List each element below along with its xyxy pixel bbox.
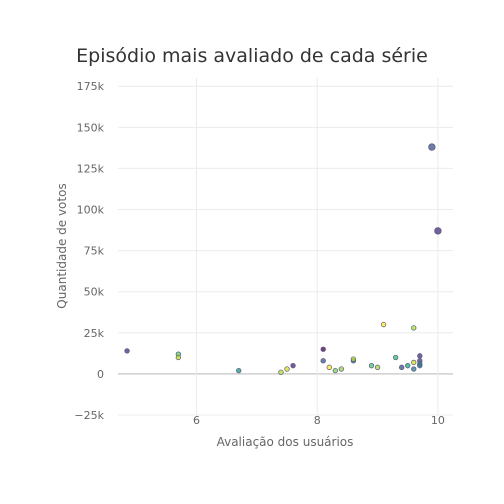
data-point[interactable] <box>175 354 182 361</box>
data-point[interactable] <box>417 353 423 359</box>
data-point[interactable] <box>380 321 387 328</box>
data-point[interactable] <box>236 367 242 374</box>
data-points[interactable] <box>124 143 442 375</box>
x-tick-label: 6 <box>193 414 200 427</box>
y-axis-title: Quantidade de votos <box>55 183 69 308</box>
data-point[interactable] <box>411 325 417 331</box>
y-tick-label: −25k <box>74 409 104 422</box>
y-tick-label: 50k <box>84 286 105 299</box>
data-point[interactable] <box>405 363 411 369</box>
x-axis-title: Avaliação dos usuários <box>217 435 354 449</box>
data-point[interactable] <box>411 366 417 372</box>
y-tick-label: 150k <box>77 121 105 134</box>
data-point[interactable] <box>417 363 423 369</box>
x-axis-ticks: 6 8 10 <box>193 414 445 427</box>
y-tick-label: 25k <box>84 327 105 340</box>
data-point[interactable] <box>278 369 284 375</box>
data-point[interactable] <box>368 363 375 369</box>
data-point[interactable] <box>290 363 296 369</box>
y-tick-label: 175k <box>77 80 105 93</box>
data-point[interactable] <box>284 366 290 372</box>
y-tick-label: 0 <box>97 368 104 381</box>
data-point[interactable] <box>124 348 130 354</box>
data-point[interactable] <box>411 359 417 366</box>
data-point[interactable] <box>428 143 436 151</box>
data-point[interactable] <box>326 364 332 370</box>
y-tick-label: 75k <box>84 245 105 258</box>
data-point[interactable] <box>374 364 381 370</box>
data-point[interactable] <box>332 367 338 374</box>
gridlines <box>118 78 453 416</box>
data-point[interactable] <box>320 358 326 364</box>
chart-title: Episódio mais avaliado de cada série <box>76 45 428 67</box>
y-axis-ticks: −25k 0 25k 50k 75k 100k 125k 150k 175k <box>74 80 104 422</box>
data-point[interactable] <box>320 346 326 352</box>
x-tick-label: 8 <box>314 414 321 427</box>
y-tick-label: 100k <box>77 204 105 217</box>
data-point[interactable] <box>338 366 344 372</box>
data-point[interactable] <box>399 364 405 370</box>
data-point[interactable] <box>393 354 399 361</box>
x-tick-label: 10 <box>431 414 445 427</box>
data-point[interactable] <box>434 227 442 235</box>
data-point[interactable] <box>350 356 357 362</box>
y-tick-label: 125k <box>77 162 105 175</box>
